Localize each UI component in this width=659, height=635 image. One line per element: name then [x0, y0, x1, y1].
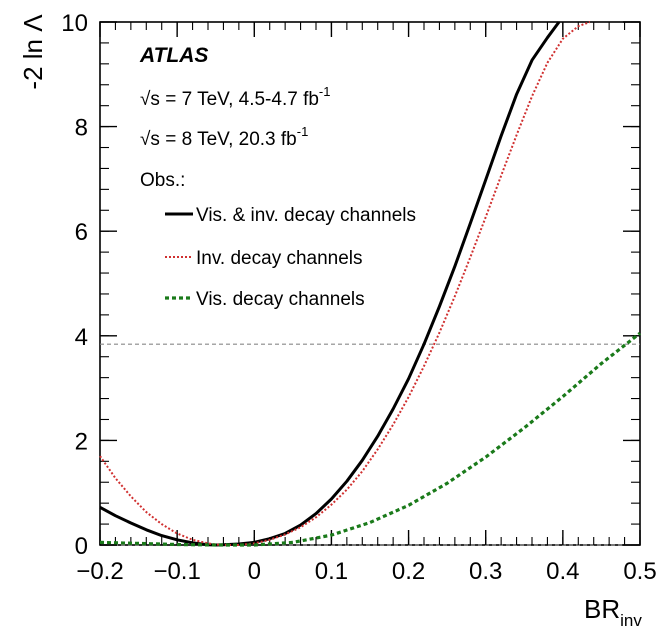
energy-line-7tev-text: √s = 7 TeV, 4.5-4.7 fb — [140, 89, 319, 110]
energy-line-8tev: √s = 8 TeV, 20.3 fb-1 — [140, 124, 308, 150]
annotation-block: ATLAS √s = 7 TeV, 4.5-4.7 fb-1 √s = 8 Te… — [139, 44, 330, 191]
x-tick-label: 0.3 — [469, 558, 502, 585]
x-tick-label: 0.4 — [546, 558, 579, 585]
x-tick-label: 0.5 — [623, 558, 656, 585]
x-tick-label: 0.2 — [392, 558, 425, 585]
series-group — [99, 21, 641, 547]
x-tick-label: 0 — [248, 558, 261, 585]
series-line-0 — [99, 21, 561, 547]
energy-line-8tev-sup: -1 — [297, 124, 309, 139]
y-axis-title: -2 ln Λ — [18, 14, 48, 90]
experiment-label: ATLAS — [139, 44, 208, 67]
y-tick-label: 10 — [61, 10, 88, 37]
reference-lines — [100, 343, 640, 546]
y-tick-label: 2 — [75, 428, 88, 455]
energy-line-7tev-sup: -1 — [319, 84, 331, 99]
x-axis-title: BRinv — [584, 594, 642, 630]
tick-labels: −0.2 −0.1 0 0.1 0.2 0.3 0.4 0.5 0 2 4 6 8 10 — [61, 10, 656, 585]
legend-label-0: Vis. & inv. decay channels — [196, 205, 416, 226]
energy-line-8tev-text: √s = 8 TeV, 20.3 fb — [140, 129, 297, 150]
x-tick-label: 0.1 — [315, 558, 348, 585]
x-tick-label: −0.1 — [153, 558, 200, 585]
y-tick-label: 6 — [75, 219, 88, 246]
y-tick-label: 4 — [75, 324, 88, 351]
energy-line-7tev: √s = 7 TeV, 4.5-4.7 fb-1 — [140, 84, 330, 110]
x-axis-title-main: BR — [584, 594, 620, 624]
y-tick-label: 8 — [75, 115, 88, 142]
legend-label-2: Vis. decay channels — [196, 289, 365, 310]
series-line-2 — [99, 331, 641, 547]
legend-label-1: Inv. decay channels — [196, 248, 363, 269]
x-tick-label: −0.2 — [76, 558, 123, 585]
legend: Vis. & inv. decay channels Inv. decay cha… — [165, 205, 416, 310]
x-axis-title-sub: inv — [620, 611, 642, 630]
obs-label: Obs.: — [140, 170, 185, 191]
y-tick-label: 0 — [75, 533, 88, 560]
